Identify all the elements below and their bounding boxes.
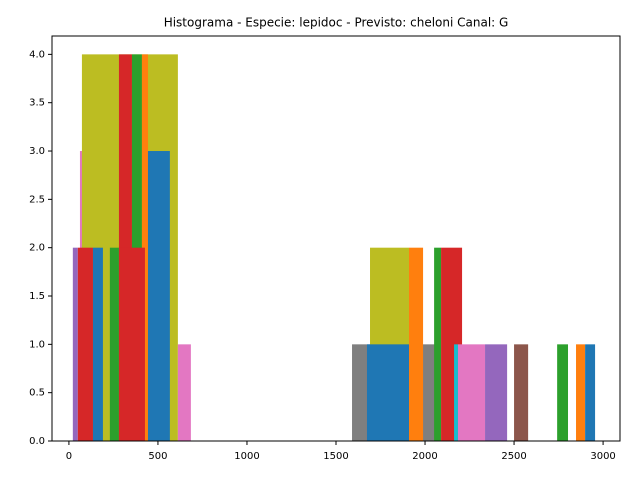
- histogram-bar: [454, 344, 458, 441]
- y-tick-label: 0.0: [29, 436, 45, 447]
- y-tick-label: 2.5: [29, 194, 45, 205]
- x-tick-label: 1000: [234, 451, 259, 462]
- x-tick-label: 1500: [323, 451, 348, 462]
- y-tick-label: 2.0: [29, 243, 45, 254]
- histogram-bar: [118, 247, 145, 441]
- y-tick-label: 0.5: [29, 388, 45, 399]
- histogram-bar: [409, 247, 424, 441]
- x-tick-label: 2500: [501, 451, 526, 462]
- histogram-bar: [147, 151, 170, 441]
- x-tick-label: 3000: [590, 451, 615, 462]
- histogram-bar: [514, 344, 529, 441]
- histogram-bar: [177, 344, 191, 441]
- histogram-bar: [576, 344, 586, 441]
- histogram-bar: [77, 247, 93, 441]
- y-tick-label: 3.0: [29, 146, 45, 157]
- y-tick-label: 1.0: [29, 339, 45, 350]
- x-tick-label: 500: [148, 451, 167, 462]
- x-tick-label: 0: [66, 451, 72, 462]
- histogram-bar: [585, 344, 596, 441]
- chart-title: Histograma - Especie: lepidoc - Previsto…: [164, 16, 509, 30]
- histogram-bar: [557, 344, 569, 441]
- y-tick-label: 4.0: [29, 49, 45, 60]
- histogram-bar: [457, 344, 486, 441]
- x-tick-label: 2000: [412, 451, 437, 462]
- histogram-bar: [485, 344, 508, 441]
- y-tick-label: 1.5: [29, 291, 45, 302]
- histogram-bar: [92, 247, 103, 441]
- y-tick-label: 3.5: [29, 98, 45, 109]
- histogram-bar: [109, 247, 119, 441]
- histogram-bar: [72, 247, 78, 441]
- histogram-bar: [366, 344, 410, 441]
- histogram-bar: [434, 247, 442, 441]
